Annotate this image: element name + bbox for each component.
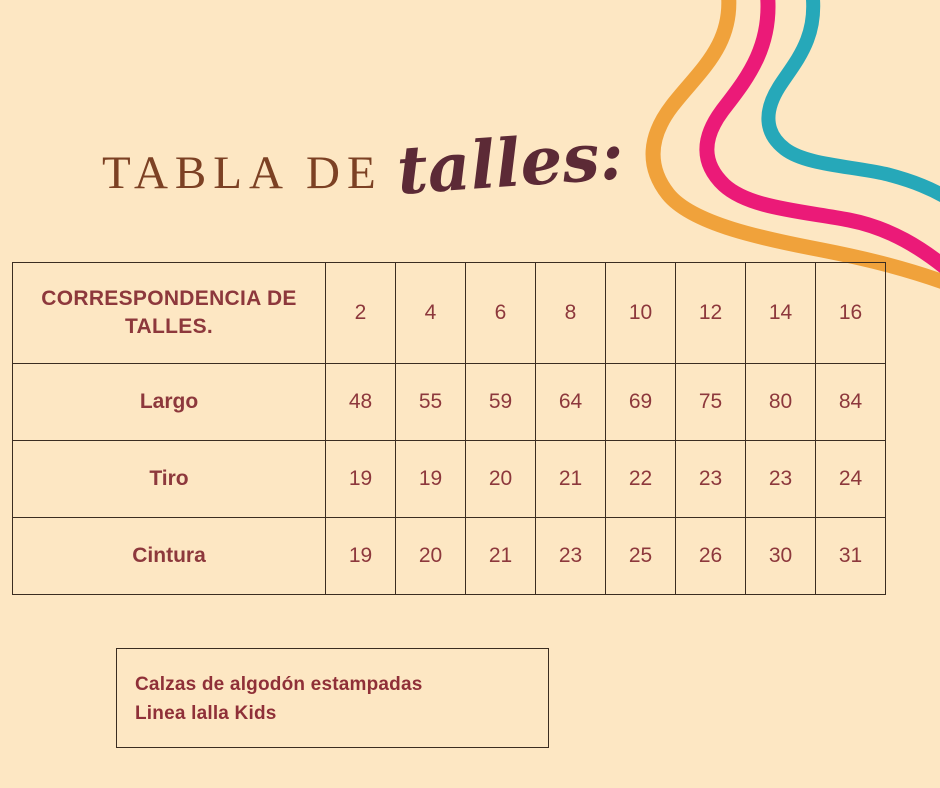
size-column-header: 14 bbox=[745, 262, 816, 364]
size-column-header: 4 bbox=[395, 262, 466, 364]
value-cell: 20 bbox=[395, 517, 466, 595]
value-cell: 23 bbox=[675, 440, 746, 518]
value-cell: 75 bbox=[675, 363, 746, 441]
size-column-header: 12 bbox=[675, 262, 746, 364]
row-label: Cintura bbox=[12, 517, 326, 595]
table-row-largo: Largo 48 55 59 64 69 75 80 84 bbox=[12, 363, 886, 441]
wavy-line-teal bbox=[761, 0, 940, 203]
row-label: Largo bbox=[12, 363, 326, 441]
size-column-header: 10 bbox=[605, 262, 676, 364]
title-serif-text: TABLA DE bbox=[102, 147, 383, 199]
wavy-line-pink bbox=[699, 0, 940, 273]
size-column-header: 6 bbox=[465, 262, 536, 364]
title-script-text: talles: bbox=[394, 116, 626, 210]
table-header-label: CORRESPONDENCIA DE TALLES. bbox=[12, 262, 326, 364]
table-header-row: CORRESPONDENCIA DE TALLES. 2 4 6 8 10 12… bbox=[12, 262, 886, 364]
value-cell: 80 bbox=[745, 363, 816, 441]
size-column-header: 2 bbox=[325, 262, 396, 364]
product-note-box: Calzas de algodón estampadas Linea lalla… bbox=[116, 648, 549, 748]
size-table: CORRESPONDENCIA DE TALLES. 2 4 6 8 10 12… bbox=[12, 262, 886, 595]
value-cell: 19 bbox=[325, 440, 396, 518]
value-cell: 22 bbox=[605, 440, 676, 518]
value-cell: 20 bbox=[465, 440, 536, 518]
page-title: TABLA DE talles: bbox=[102, 116, 626, 210]
value-cell: 31 bbox=[815, 517, 886, 595]
note-line-2: Linea lalla Kids bbox=[135, 703, 277, 725]
note-line-1: Calzas de algodón estampadas bbox=[135, 674, 423, 695]
value-cell: 23 bbox=[535, 517, 606, 595]
value-cell: 48 bbox=[325, 363, 396, 441]
value-cell: 24 bbox=[815, 440, 886, 518]
size-column-header: 16 bbox=[815, 262, 886, 364]
value-cell: 30 bbox=[745, 517, 816, 595]
value-cell: 26 bbox=[675, 517, 746, 595]
value-cell: 55 bbox=[395, 363, 466, 441]
value-cell: 19 bbox=[325, 517, 396, 595]
value-cell: 64 bbox=[535, 363, 606, 441]
value-cell: 59 bbox=[465, 363, 536, 441]
value-cell: 23 bbox=[745, 440, 816, 518]
row-label: Tiro bbox=[12, 440, 326, 518]
table-row-cintura: Cintura 19 20 21 23 25 26 30 31 bbox=[12, 517, 886, 595]
wavy-line-orange bbox=[645, 0, 940, 289]
value-cell: 25 bbox=[605, 517, 676, 595]
table-row-tiro: Tiro 19 19 20 21 22 23 23 24 bbox=[12, 440, 886, 518]
value-cell: 19 bbox=[395, 440, 466, 518]
value-cell: 21 bbox=[535, 440, 606, 518]
size-column-header: 8 bbox=[535, 262, 606, 364]
value-cell: 21 bbox=[465, 517, 536, 595]
value-cell: 69 bbox=[605, 363, 676, 441]
value-cell: 84 bbox=[815, 363, 886, 441]
